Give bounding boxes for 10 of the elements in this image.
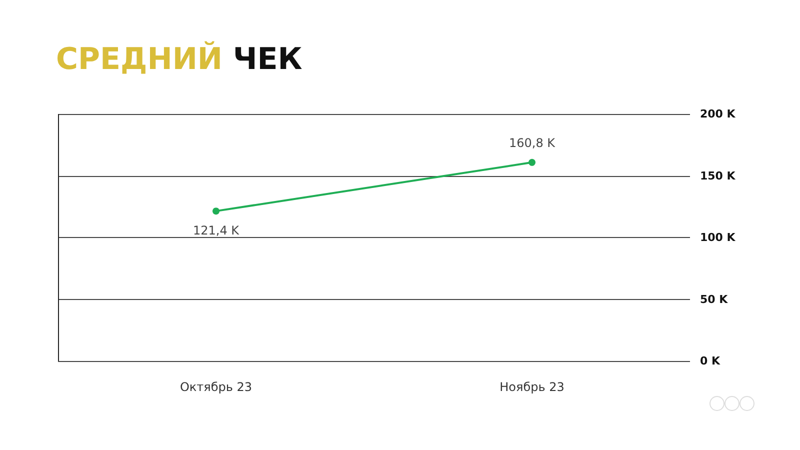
y-tick-label: 0 K <box>700 354 720 368</box>
chart-title: СРЕДНИЙ ЧЕК <box>56 42 302 77</box>
data-label: 121,4 K <box>192 224 240 238</box>
data-label: 160,8 K <box>508 136 556 150</box>
x-tick-label: Октябрь 23 <box>180 380 252 394</box>
y-tick-label: 200 K <box>700 108 736 120</box>
y-tick-label: 150 K <box>700 169 736 182</box>
y-tick-label: 100 K <box>700 231 736 244</box>
y-tick-label: 50 K <box>700 292 728 306</box>
x-tick-label: Ноябрь 23 <box>500 380 564 394</box>
